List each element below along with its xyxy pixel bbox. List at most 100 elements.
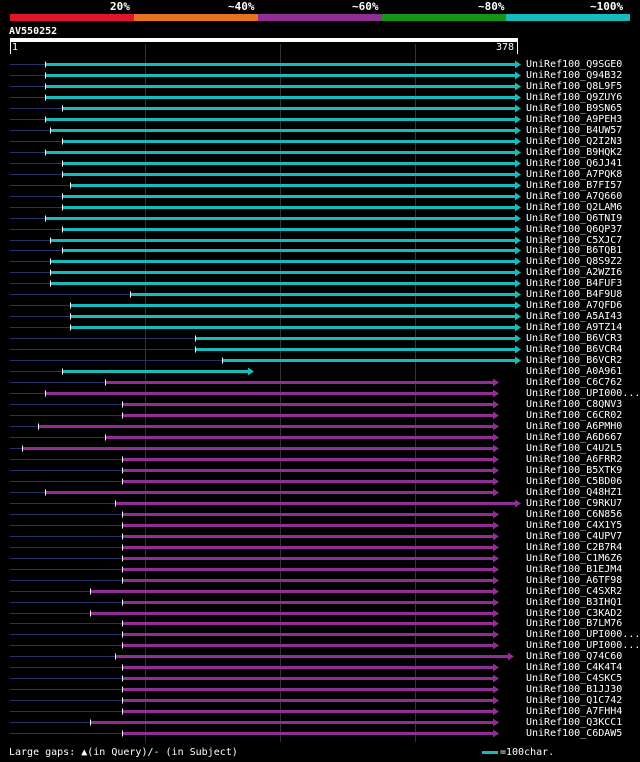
- hit-label[interactable]: UniRef100_A7FHH4: [526, 705, 623, 717]
- hit-label[interactable]: UniRef100_A7Q660: [526, 190, 623, 202]
- hit-label[interactable]: UniRef100_B1EJM4: [526, 563, 623, 575]
- hit-label[interactable]: UniRef100_B3IHQ1: [526, 596, 623, 608]
- hit-label[interactable]: UniRef100_C4U2L5: [526, 442, 623, 454]
- hit-label[interactable]: UniRef100_B4F9U8: [526, 288, 623, 300]
- hit-label[interactable]: UniRef100_Q94B32: [526, 69, 623, 81]
- hit-label[interactable]: UniRef100_UPI000...: [526, 628, 640, 640]
- hit-arrow: [515, 104, 521, 113]
- hit-label[interactable]: UniRef100_Q6QP37: [526, 223, 623, 235]
- hit-label[interactable]: UniRef100_C1M6Z6: [526, 552, 623, 564]
- hit-label[interactable]: UniRef100_C4UPV7: [526, 530, 623, 542]
- hit-label[interactable]: UniRef100_C6DAW5: [526, 727, 623, 739]
- color-key-segment: [258, 14, 382, 21]
- hit-arrow: [515, 356, 521, 365]
- hit-label[interactable]: UniRef100_C5BD06: [526, 475, 623, 487]
- hit-arrow: [493, 685, 499, 694]
- hit-label[interactable]: UniRef100_A9PEH3: [526, 113, 623, 125]
- hit-label[interactable]: UniRef100_UPI000...: [526, 387, 640, 399]
- hit-label[interactable]: UniRef100_Q1C742: [526, 694, 623, 706]
- hit-arrow: [515, 170, 521, 179]
- hit-label[interactable]: UniRef100_B5XTK9: [526, 464, 623, 476]
- hit-label[interactable]: UniRef100_B4UW57: [526, 124, 623, 136]
- hit-arrow: [493, 477, 499, 486]
- hit-label[interactable]: UniRef100_A6D667: [526, 431, 623, 443]
- hit-label[interactable]: UniRef100_B6TQB1: [526, 244, 623, 256]
- hit-label[interactable]: UniRef100_Q48HZ1: [526, 486, 623, 498]
- hit-label[interactable]: UniRef100_A0A961: [526, 365, 623, 377]
- hit-label[interactable]: UniRef100_Q2LAM6: [526, 201, 623, 213]
- hit-label[interactable]: UniRef100_UPI000...: [526, 639, 640, 651]
- hit-arrow: [515, 236, 521, 245]
- hit-label[interactable]: UniRef100_B6VCR4: [526, 343, 623, 355]
- hit-label[interactable]: UniRef100_B9HQK2: [526, 146, 623, 158]
- hit-arrow: [493, 696, 499, 705]
- hit-label[interactable]: UniRef100_B7LM76: [526, 617, 623, 629]
- hit-label[interactable]: UniRef100_C6CR02: [526, 409, 623, 421]
- hit-label[interactable]: UniRef100_C3KAD2: [526, 607, 623, 619]
- hit-label[interactable]: UniRef100_A6FRR2: [526, 453, 623, 465]
- hit-label[interactable]: UniRef100_B6VCR2: [526, 354, 623, 366]
- hit-arrow: [493, 422, 499, 431]
- hit-arrow: [515, 214, 521, 223]
- hit-arrow: [493, 707, 499, 716]
- hit-label[interactable]: UniRef100_Q74C60: [526, 650, 623, 662]
- hit-arrow: [508, 652, 514, 661]
- hit-label[interactable]: UniRef100_Q2I2N3: [526, 135, 623, 147]
- hit-label[interactable]: UniRef100_C8QNV3: [526, 398, 623, 410]
- hit-label[interactable]: UniRef100_B4FUF3: [526, 277, 623, 289]
- hit-label[interactable]: UniRef100_B1JJ30: [526, 683, 623, 695]
- hit-label[interactable]: UniRef100_A7PQK8: [526, 168, 623, 180]
- hit-label[interactable]: UniRef100_B9SN65: [526, 102, 623, 114]
- percent-label: ~40%: [228, 0, 255, 13]
- hit-arrow: [493, 598, 499, 607]
- scale-label: =100char.: [500, 747, 555, 758]
- hit-arrow: [515, 268, 521, 277]
- hit-label[interactable]: UniRef100_Q6JJ41: [526, 157, 623, 169]
- hit-label[interactable]: UniRef100_C4SKC5: [526, 672, 623, 684]
- hit-arrow: [515, 148, 521, 157]
- hit-label[interactable]: UniRef100_C2B7R4: [526, 541, 623, 553]
- hit-arrow: [515, 192, 521, 201]
- scale-legend: =100char.: [482, 747, 554, 758]
- hit-label[interactable]: UniRef100_C6C762: [526, 376, 623, 388]
- hit-label[interactable]: UniRef100_A6PMH0: [526, 420, 623, 432]
- hit-label[interactable]: UniRef100_C9RKU7: [526, 497, 623, 509]
- hit-label[interactable]: UniRef100_A5AI43: [526, 310, 623, 322]
- hit-label[interactable]: UniRef100_Q8S9Z2: [526, 255, 623, 267]
- hit-arrow: [515, 203, 521, 212]
- gap-legend: Large gaps: ▲(in Query)/- (in Subject): [9, 747, 238, 758]
- hit-label[interactable]: UniRef100_A9TZ14: [526, 321, 623, 333]
- hit-label[interactable]: UniRef100_C4X1Y5: [526, 519, 623, 531]
- hit-arrow: [493, 378, 499, 387]
- hit-arrow: [493, 433, 499, 442]
- hit-label[interactable]: UniRef100_Q9ZUY6: [526, 91, 623, 103]
- hit-label[interactable]: UniRef100_B6VCR3: [526, 332, 623, 344]
- hit-arrow: [515, 60, 521, 69]
- hit-label[interactable]: UniRef100_B7FI57: [526, 179, 623, 191]
- hit-arrow: [493, 488, 499, 497]
- color-key-segment: [506, 14, 630, 21]
- hit-label[interactable]: UniRef100_A7QFD6: [526, 299, 623, 311]
- hit-label[interactable]: UniRef100_A2WZI6: [526, 266, 623, 278]
- hit-label[interactable]: UniRef100_C6N856: [526, 508, 623, 520]
- hit-label[interactable]: UniRef100_Q9SGE0: [526, 58, 623, 70]
- hit-label[interactable]: UniRef100_C4SXR2: [526, 585, 623, 597]
- hit-arrow: [515, 301, 521, 310]
- hit-label[interactable]: UniRef100_C5XJC7: [526, 234, 623, 246]
- hit-label[interactable]: UniRef100_Q6TNI9: [526, 212, 623, 224]
- ruler-start: 1: [12, 42, 19, 53]
- hit-arrow: [493, 630, 499, 639]
- hit-label[interactable]: UniRef100_Q8L9F5: [526, 80, 623, 92]
- hit-label[interactable]: UniRef100_A6TF98: [526, 574, 623, 586]
- hit-arrow: [493, 576, 499, 585]
- hit-arrow: [515, 126, 521, 135]
- hit-arrow: [515, 246, 521, 255]
- hit-arrow: [493, 532, 499, 541]
- hit-arrow: [515, 93, 521, 102]
- hit-arrow: [493, 510, 499, 519]
- hit-label[interactable]: UniRef100_C4K4T4: [526, 661, 623, 673]
- hit-label[interactable]: UniRef100_Q3KCC1: [526, 716, 623, 728]
- hit-arrow: [515, 115, 521, 124]
- hit-arrow: [493, 587, 499, 596]
